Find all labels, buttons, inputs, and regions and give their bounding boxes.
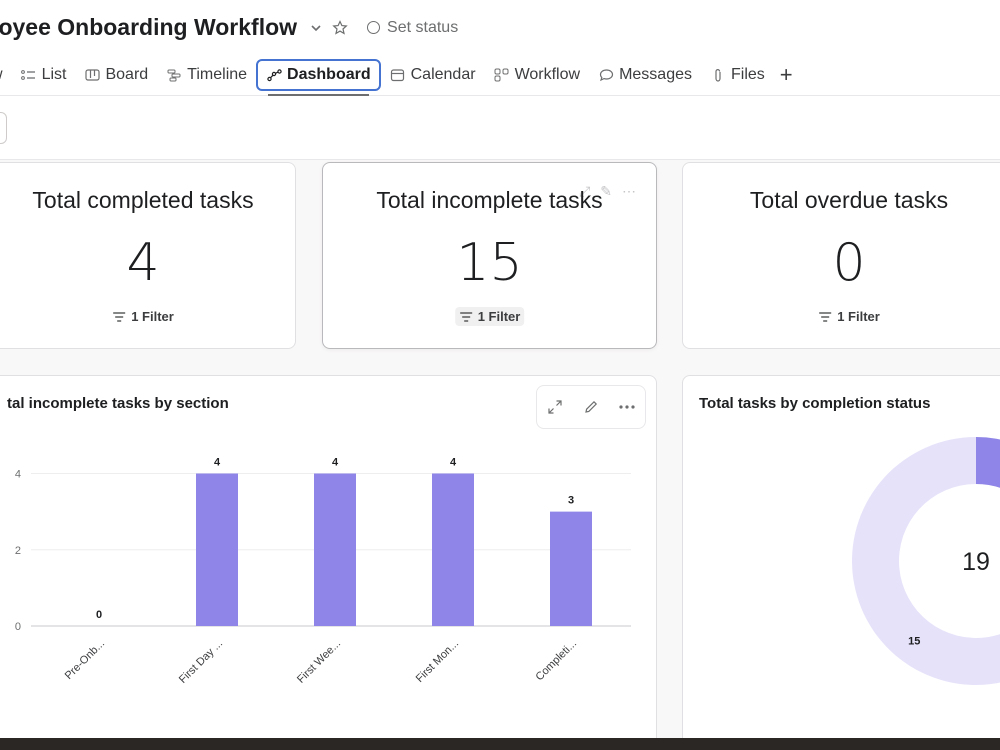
chart-title: Total tasks by completion status — [699, 395, 931, 412]
card-actions-faint: ⤢ ✎ ⋯ — [579, 183, 636, 200]
tab-label: List — [41, 66, 67, 83]
bar[interactable] — [432, 473, 474, 627]
bar-value-label: 4 — [214, 457, 221, 469]
more-options-icon[interactable] — [617, 397, 637, 417]
x-category-label: First Mon... — [414, 638, 461, 685]
edit-pencil-icon[interactable] — [581, 397, 601, 417]
bar[interactable] — [550, 511, 592, 626]
bar-value-label: 4 — [332, 457, 339, 469]
donut-slice[interactable] — [976, 437, 1000, 542]
x-category-label: Completi... — [533, 638, 579, 684]
tab-label: w — [0, 66, 3, 84]
tab-label: Calendar — [410, 66, 476, 83]
card-label: Total incomplete tasks — [376, 187, 603, 213]
slice-label: 15 — [908, 635, 920, 647]
star-icon[interactable] — [331, 19, 349, 37]
messages-icon — [598, 67, 614, 83]
tab-workflow[interactable]: Workflow — [485, 59, 590, 91]
donut-slice[interactable] — [852, 437, 1000, 685]
tab-calendar[interactable]: Calendar — [381, 59, 485, 91]
incomplete-by-section-card[interactable]: tal incomplete tasks by section 0 2 4 0 Pre-… — [0, 375, 657, 750]
tab-label: Timeline — [187, 66, 248, 83]
os-taskbar — [0, 738, 1000, 750]
bar-chart: 0 2 4 0 Pre-Onb... 4 First Day ... 4 First Wee..… — [15, 457, 631, 686]
tab-label: Board — [105, 66, 149, 83]
filter-icon — [112, 311, 126, 323]
filter-icon — [818, 311, 832, 323]
paperclip-icon — [710, 67, 726, 83]
y-tick-label: 4 — [15, 469, 21, 481]
more-icon[interactable]: ⋯ — [622, 183, 636, 199]
tab-list[interactable]: List — [12, 59, 76, 91]
donut-center-value: 19 — [962, 548, 990, 576]
bar[interactable] — [314, 473, 356, 627]
chevron-down-icon[interactable] — [307, 19, 325, 37]
dashboard-icon — [266, 67, 282, 83]
tab-label: Messages — [619, 66, 692, 83]
filter-label: 1 Filter — [837, 309, 880, 324]
tab-label: Files — [730, 66, 765, 83]
dashboard-canvas: Total completed tasks 4 1 Filter ⤢ ✎ ⋯ T… — [0, 160, 1000, 750]
tab-dashboard[interactable]: Dashboard — [256, 59, 381, 96]
card-label: Total overdue tasks — [749, 187, 949, 213]
project-header: ployee Onboarding Workflow Set status w … — [0, 0, 1000, 96]
board-icon — [84, 67, 100, 83]
filter-label: 1 Filter — [477, 309, 521, 324]
filter-chip[interactable]: 1 Filter — [108, 307, 178, 326]
bar-value-label: 0 — [96, 609, 102, 621]
tab-label: Workflow — [514, 66, 581, 83]
dashboard-toolbar: dget — [0, 96, 1000, 160]
card-label: Total completed tasks — [32, 187, 254, 213]
workflow-icon — [494, 67, 510, 83]
incomplete-tasks-card[interactable]: ⤢ ✎ ⋯ Total incomplete tasks 15 1 Filter — [322, 162, 657, 349]
filter-label: 1 Filter — [131, 309, 174, 324]
x-category-label: Pre-Onb... — [63, 638, 107, 682]
tab-timeline[interactable]: Timeline — [157, 59, 256, 91]
set-status-button[interactable]: Set status — [367, 19, 458, 37]
overdue-tasks-card[interactable]: Total overdue tasks 0 1 Filter — [682, 162, 1000, 349]
x-category-label: First Day ... — [177, 638, 225, 686]
tab-messages[interactable]: Messages — [589, 59, 701, 91]
y-tick-label: 0 — [15, 621, 21, 633]
tab-board[interactable]: Board — [75, 59, 157, 91]
completion-status-card[interactable]: Total tasks by completion status 15 19 — [682, 375, 1000, 750]
card-value: 0 — [832, 233, 866, 293]
title-row: ployee Onboarding Workflow Set status — [0, 14, 458, 41]
project-tabs: w List Board Timeline Dashboard — [0, 56, 793, 96]
tab-overview[interactable]: w — [0, 59, 12, 91]
completed-tasks-card[interactable]: Total completed tasks 4 1 Filter — [0, 162, 296, 349]
project-title[interactable]: ployee Onboarding Workflow — [0, 14, 298, 40]
add-widget-button[interactable]: dget — [0, 112, 8, 144]
filter-icon — [459, 311, 473, 323]
y-tick-label: 2 — [15, 545, 21, 557]
tab-files[interactable]: Files — [701, 59, 774, 91]
set-status-label: Set status — [387, 18, 459, 36]
expand-icon[interactable] — [545, 397, 565, 417]
timeline-icon — [166, 67, 182, 83]
list-icon — [21, 67, 37, 83]
bar-value-label: 4 — [450, 457, 457, 469]
status-circle-icon — [367, 21, 381, 34]
filter-chip[interactable]: 1 Filter — [814, 307, 884, 326]
chart-actions — [536, 385, 646, 429]
chart-title: tal incomplete tasks by section — [7, 395, 229, 412]
filter-chip[interactable]: 1 Filter — [454, 307, 525, 326]
expand-icon[interactable]: ⤢ — [579, 183, 591, 199]
card-value: 15 — [456, 233, 523, 293]
calendar-icon — [390, 67, 406, 83]
add-tab-plus-icon[interactable]: + — [779, 62, 793, 87]
bar[interactable] — [196, 473, 238, 627]
edit-icon[interactable]: ✎ — [600, 183, 612, 199]
tab-label: Dashboard — [287, 66, 371, 83]
bar-value-label: 3 — [568, 495, 574, 507]
card-value: 4 — [126, 233, 160, 293]
x-category-label: First Wee... — [295, 638, 343, 686]
